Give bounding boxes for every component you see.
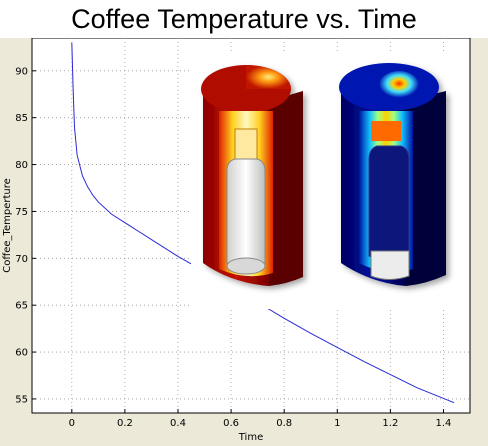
y-tick-label: 70 <box>15 254 28 265</box>
plot-frame: 0 0.2 0.4 0.6 0.8 1 1.2 1.4 55 60 65 70 75 80 85 90 Tim… <box>0 38 488 446</box>
y-tick-label: 65 <box>15 301 28 312</box>
heatmap-inset-svg <box>191 51 469 309</box>
x-tick-label: 0.6 <box>223 418 239 429</box>
blue-thermos <box>339 63 446 286</box>
tick-layer: 0 0.2 0.4 0.6 0.8 1 1.2 1.4 55 60 65 70 75 80 85 90 <box>15 66 451 429</box>
y-tick-label: 80 <box>15 160 28 171</box>
y-tick-label: 60 <box>15 348 28 359</box>
x-tick-label: 0 <box>69 418 75 429</box>
chart-title: Coffee Temperature vs. Time <box>71 4 417 34</box>
y-tick-label: 85 <box>15 113 28 124</box>
x-tick-label: 1 <box>334 418 340 429</box>
red-thermos <box>201 65 303 286</box>
x-tick-label: 0.2 <box>117 418 133 429</box>
x-tick-label: 0.4 <box>170 418 186 429</box>
y-tick-label: 90 <box>15 66 28 77</box>
y-axis-label: Coffee_Temperture <box>2 178 13 273</box>
grid-layer <box>32 38 470 413</box>
y-tick-label: 55 <box>15 394 28 405</box>
series-line <box>71 42 455 404</box>
x-tick-label: 1.2 <box>382 418 398 429</box>
y-tick-label: 75 <box>15 207 28 218</box>
x-tick-label: 1.4 <box>436 418 452 429</box>
series-layer <box>71 42 455 404</box>
x-axis-label: Time <box>238 432 263 443</box>
heatmap-inset <box>191 51 469 309</box>
x-tick-label: 0.8 <box>276 418 292 429</box>
